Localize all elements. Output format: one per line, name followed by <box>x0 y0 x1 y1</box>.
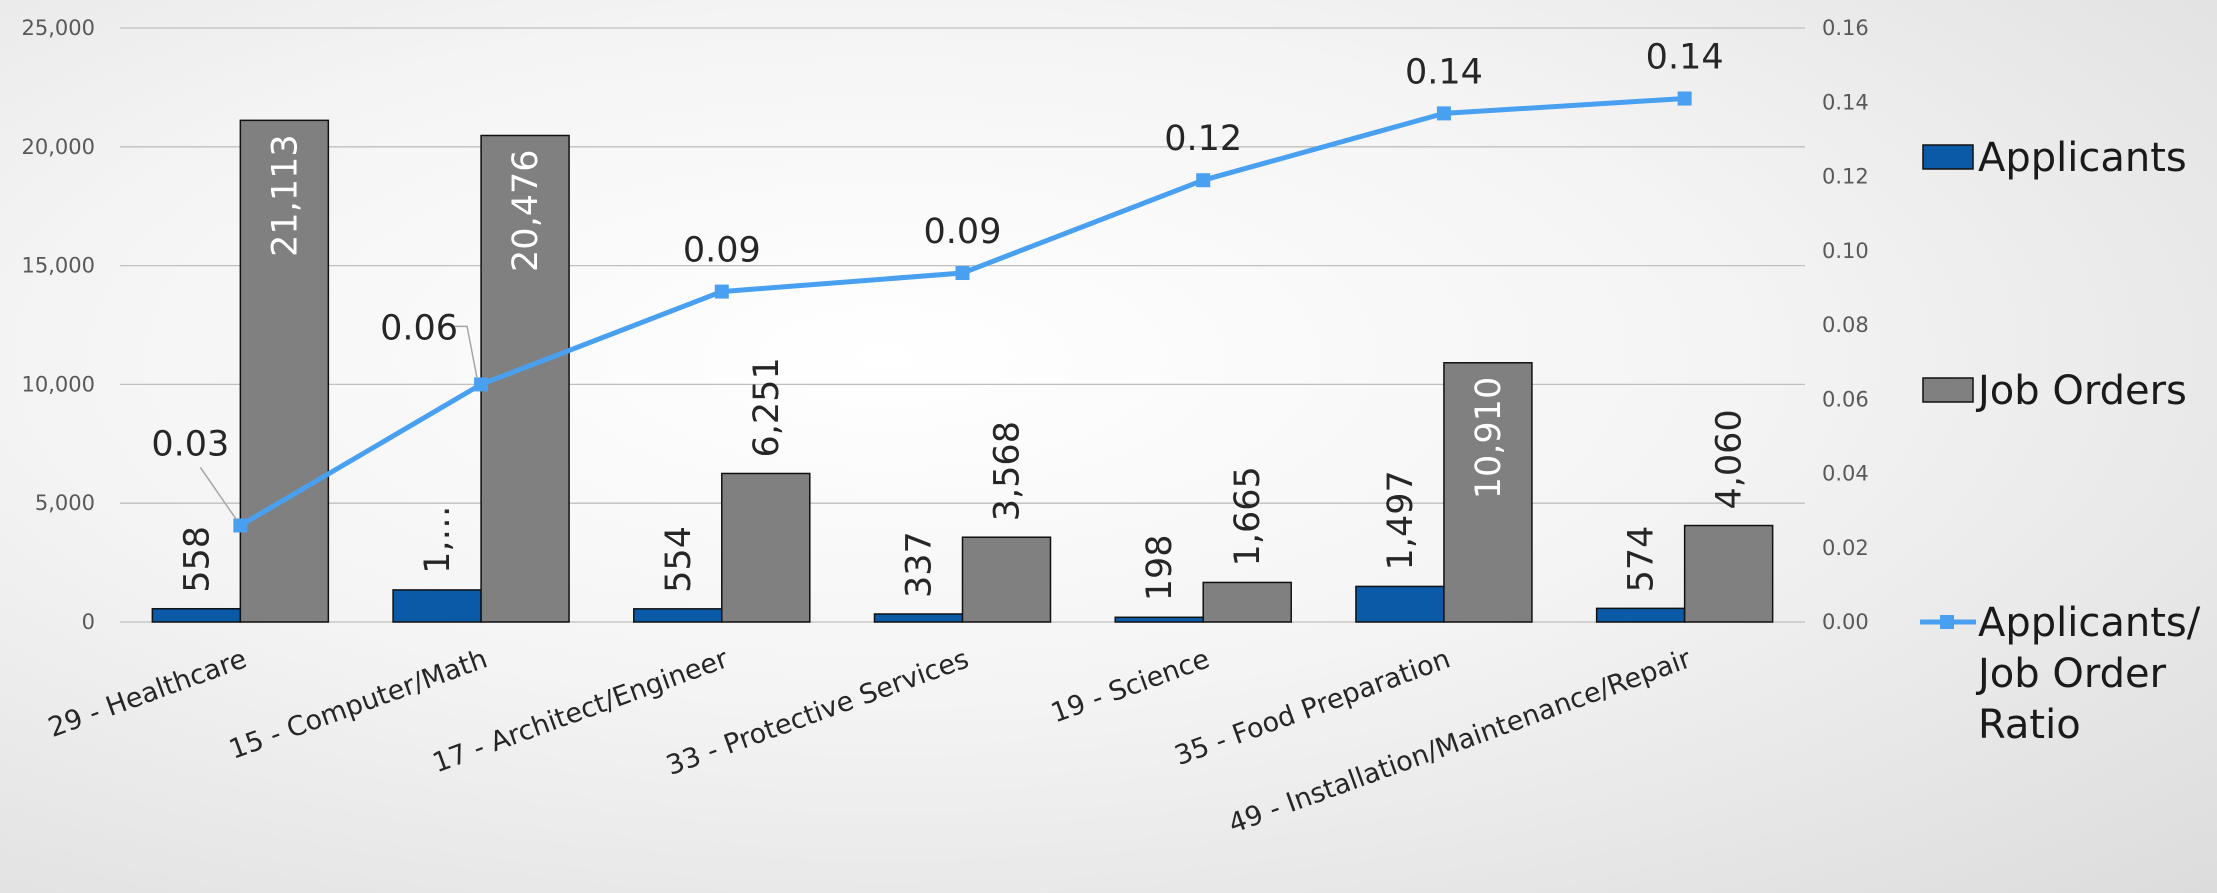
ratio-data-label: 0.03 <box>151 424 229 464</box>
bar-data-labels: 558 21,113 1,… 20,476 554 6,251 337 3,568 198 1,6… <box>177 134 1749 601</box>
y-right-tick-label: 0.10 <box>1822 239 1869 263</box>
bar-data-label: 20,476 <box>506 149 546 271</box>
ratio-marker <box>233 518 248 533</box>
bar-data-label: 1,… <box>418 506 458 574</box>
bar-data-label: 4,060 <box>1710 409 1750 509</box>
bar-data-label: 558 <box>177 526 217 593</box>
y-left-tick-label: 10,000 <box>22 372 95 396</box>
bar-applicants <box>873 613 964 623</box>
bar-data-label: 198 <box>1140 534 1180 601</box>
bar-applicants <box>1355 585 1445 623</box>
y-right-tick-label: 0.06 <box>1822 387 1869 411</box>
y-left-tick-label: 0 <box>82 610 95 634</box>
y-axis-right: 0.00 0.02 0.04 0.06 0.08 0.10 0.12 0.14 0.16 <box>1822 16 1869 634</box>
legend-swatch <box>1922 377 1974 403</box>
bar-applicants <box>1595 607 1686 623</box>
y-left-tick-label: 25,000 <box>22 16 95 40</box>
bar-job-orders <box>239 119 330 623</box>
y-left-tick-label: 5,000 <box>35 491 95 515</box>
ratio-data-labels: 0.03 0.06 0.09 0.09 0.12 0.14 0.14 <box>151 38 1724 520</box>
ratio-marker <box>474 377 489 392</box>
bar-job-orders <box>961 536 1052 623</box>
ratio-data-label: 0.14 <box>1405 52 1483 92</box>
bar-data-label: 6,251 <box>747 357 787 457</box>
ratio-data-label: 0.14 <box>1646 38 1724 78</box>
y-right-tick-label: 0.08 <box>1822 313 1869 337</box>
ratio-data-label: 0.09 <box>683 231 761 271</box>
y-right-tick-label: 0.02 <box>1822 536 1869 560</box>
ratio-data-label: 0.06 <box>380 308 458 348</box>
bar-data-label: 21,113 <box>265 134 305 256</box>
bar-applicants <box>151 607 242 623</box>
y-right-tick-label: 0.14 <box>1822 90 1869 114</box>
legend-label: Ratio <box>1978 702 2081 748</box>
bar-data-label: 3,568 <box>988 421 1028 521</box>
x-tick-label: 29 - Healthcare <box>44 643 250 743</box>
y-right-tick-label: 0.16 <box>1822 16 1869 40</box>
bar-applicants <box>392 589 482 623</box>
legend-label: Job Orders <box>1975 368 2187 414</box>
bar-data-label: 574 <box>1622 526 1662 593</box>
leader-line <box>454 325 478 379</box>
bars <box>151 119 1774 623</box>
bar-job-orders <box>1683 524 1774 623</box>
ratio-marker <box>1436 106 1451 121</box>
legend-swatch <box>1922 144 1974 170</box>
y-axis-left: 0 5,000 10,000 15,000 20,000 25,000 <box>22 16 95 634</box>
bar-data-label: 1,665 <box>1228 466 1268 566</box>
ratio-marker <box>955 266 970 281</box>
legend-label: Applicants/ <box>1978 600 2201 646</box>
leader-line <box>199 467 237 520</box>
y-right-tick-label: 0.04 <box>1822 462 1869 486</box>
y-right-tick-label: 0.12 <box>1822 165 1869 189</box>
ratio-marker <box>1677 91 1692 106</box>
bar-data-label: 554 <box>659 526 699 593</box>
y-left-tick-label: 20,000 <box>22 135 95 159</box>
bar-data-label: 337 <box>900 531 940 598</box>
x-tick-label: 19 - Science <box>1047 643 1214 729</box>
bar-job-orders <box>1202 581 1292 623</box>
ratio-marker <box>714 284 729 299</box>
y-right-tick-label: 0.00 <box>1822 610 1869 634</box>
legend-marker <box>1940 615 1954 629</box>
ratio-data-label: 0.12 <box>1164 119 1242 159</box>
y-left-tick-label: 15,000 <box>22 254 95 278</box>
bar-data-label: 10,910 <box>1469 377 1509 499</box>
bar-job-orders <box>721 472 811 623</box>
gridlines <box>120 27 1805 623</box>
x-tick-label: 49 - Installation/Maintenance/Repair <box>1225 643 1696 840</box>
ratio-marker <box>1196 173 1211 188</box>
bar-job-orders <box>1443 362 1533 623</box>
ratio-data-label: 0.09 <box>924 212 1002 252</box>
ratio-markers <box>233 91 1692 533</box>
legend-label: Job Order <box>1975 651 2167 697</box>
bar-applicants <box>1114 616 1204 623</box>
legend: Applicants Job Orders Applicants/Job Order… <box>1920 135 2201 748</box>
legend-label: Applicants <box>1978 135 2187 181</box>
bar-data-label: 1,497 <box>1381 470 1421 570</box>
bar-applicants <box>633 608 723 623</box>
